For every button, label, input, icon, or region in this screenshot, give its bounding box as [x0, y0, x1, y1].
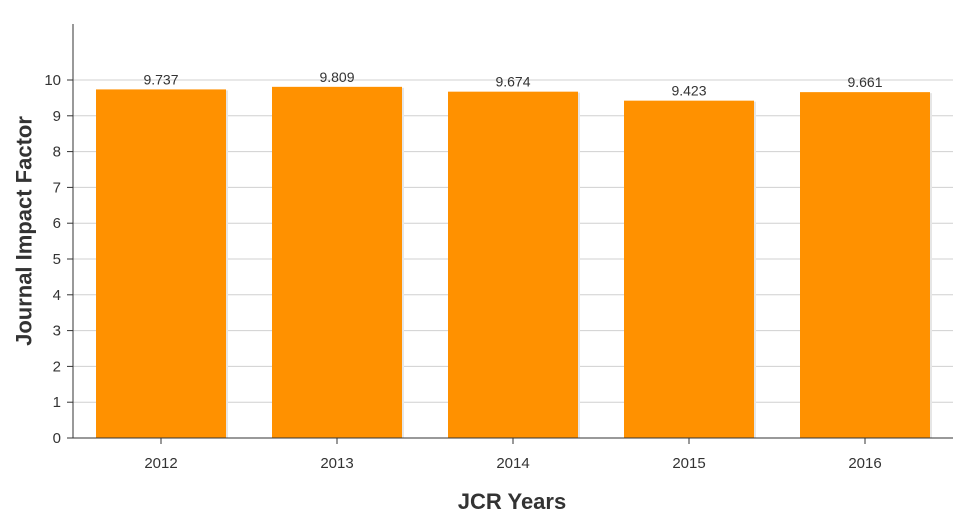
x-tick-label: 2014	[496, 455, 529, 472]
y-tick-label: 6	[53, 215, 61, 232]
bar-2015[interactable]	[624, 100, 754, 438]
y-tick-label: 3	[53, 323, 61, 340]
y-tick-label: 7	[53, 179, 61, 196]
data-label: 9.423	[671, 83, 706, 99]
y-tick-label: 1	[53, 394, 61, 411]
x-axis-ticks: 2012 2013 2014 2015 2016	[144, 438, 882, 472]
bar-2014[interactable]	[448, 91, 578, 438]
y-tick-label: 4	[53, 287, 61, 304]
x-axis-title: JCR Years	[458, 489, 566, 514]
bar-2016[interactable]	[800, 92, 930, 438]
x-tick-label: 2012	[144, 455, 177, 472]
y-axis-ticks: 0 1 2 3 4 5 6 7 8 9 10	[44, 72, 73, 447]
y-tick-label: 9	[53, 108, 61, 125]
data-label: 9.661	[847, 74, 882, 90]
data-label: 9.674	[495, 74, 530, 90]
y-tick-label: 0	[53, 430, 61, 447]
y-axis-title: Journal Impact Factor	[12, 116, 37, 346]
bar-2012[interactable]	[96, 89, 226, 438]
x-tick-label: 2016	[848, 455, 881, 472]
x-tick-label: 2015	[672, 455, 705, 472]
x-tick-label: 2013	[320, 455, 353, 472]
data-label: 9.809	[319, 69, 354, 85]
y-tick-label: 10	[44, 72, 61, 89]
y-tick-label: 8	[53, 144, 61, 161]
y-tick-label: 2	[53, 358, 61, 375]
data-label: 9.737	[143, 71, 178, 87]
bars	[96, 86, 932, 438]
data-labels: 9.737 9.809 9.674 9.423 9.661	[143, 69, 882, 99]
bar-2013[interactable]	[272, 86, 402, 438]
y-tick-label: 5	[53, 251, 61, 268]
